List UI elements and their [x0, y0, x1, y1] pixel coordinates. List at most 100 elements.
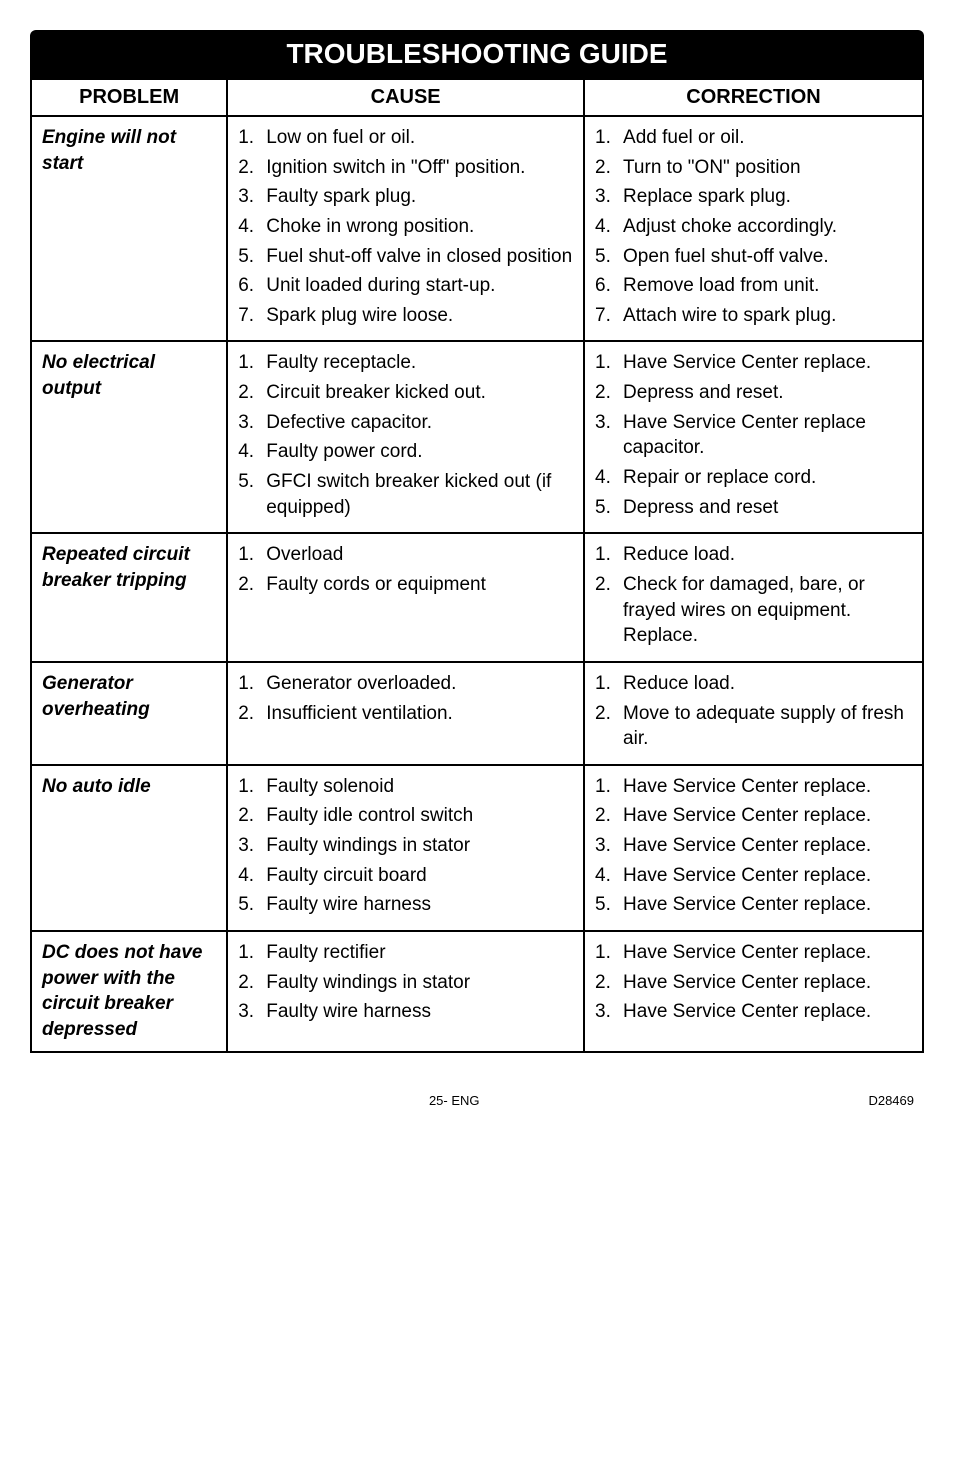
- item-number: 2.: [595, 803, 623, 829]
- item-number: 3.: [238, 410, 266, 436]
- header-correction: CORRECTION: [584, 79, 923, 116]
- table-row: No electrical output 1.Faulty receptacle.…: [31, 341, 923, 533]
- item-text: Have Service Center replace.: [623, 999, 912, 1025]
- list-item: 2.Faulty windings in stator: [238, 970, 573, 996]
- item-text: Have Service Center replace.: [623, 970, 912, 996]
- item-number: 4.: [238, 214, 266, 240]
- list-item: 1.Overload: [238, 542, 573, 568]
- page-title: TROUBLESHOOTING GUIDE: [30, 30, 924, 78]
- item-number: 1.: [238, 542, 266, 568]
- list-item: 2.Have Service Center replace.: [595, 803, 912, 829]
- item-number: 5.: [595, 244, 623, 270]
- item-text: Add fuel or oil.: [623, 125, 912, 151]
- list-item: 1.Faulty rectifier: [238, 940, 573, 966]
- item-number: 1.: [595, 125, 623, 151]
- item-number: 6.: [238, 273, 266, 299]
- item-number: 3.: [595, 999, 623, 1025]
- item-text: Unit loaded during start-up.: [266, 273, 573, 299]
- item-text: Fuel shut-off valve in closed position: [266, 244, 573, 270]
- item-text: Reduce load.: [623, 671, 912, 697]
- list-item: 1.Add fuel or oil.: [595, 125, 912, 151]
- item-number: 7.: [595, 303, 623, 329]
- item-text: Adjust choke accordingly.: [623, 214, 912, 240]
- item-number: 2.: [595, 380, 623, 406]
- item-number: 5.: [238, 892, 266, 918]
- item-number: 1.: [238, 125, 266, 151]
- list-item: 7.Spark plug wire loose.: [238, 303, 573, 329]
- item-number: 1.: [238, 774, 266, 800]
- list-item: 2.Depress and reset.: [595, 380, 912, 406]
- item-text: Depress and reset.: [623, 380, 912, 406]
- item-number: 1.: [595, 671, 623, 697]
- list-item: 1.Have Service Center replace.: [595, 350, 912, 376]
- problem-cell: DC does not have power with the circuit …: [31, 931, 227, 1052]
- list-item: 5.Depress and reset: [595, 495, 912, 521]
- list-item: 4.Have Service Center replace.: [595, 863, 912, 889]
- item-text: Faulty power cord.: [266, 439, 573, 465]
- item-text: Choke in wrong position.: [266, 214, 573, 240]
- item-number: 2.: [595, 155, 623, 181]
- item-number: 2.: [238, 155, 266, 181]
- item-text: Have Service Center replace.: [623, 892, 912, 918]
- item-text: Faulty circuit board: [266, 863, 573, 889]
- correction-cell: 1.Have Service Center replace.2.Depress …: [584, 341, 923, 533]
- item-text: Faulty receptacle.: [266, 350, 573, 376]
- item-number: 6.: [595, 273, 623, 299]
- item-text: Have Service Center replace.: [623, 350, 912, 376]
- item-text: Circuit breaker kicked out.: [266, 380, 573, 406]
- troubleshooting-table: PROBLEM CAUSE CORRECTION Engine will not…: [30, 78, 924, 1053]
- item-number: 1.: [595, 774, 623, 800]
- cause-cell: 1.Overload2.Faulty cords or equipment: [227, 533, 584, 662]
- correction-cell: 1.Reduce load.2.Move to adequate supply …: [584, 662, 923, 765]
- page-footer: 25- ENG D28469: [30, 1093, 924, 1108]
- cause-cell: 1.Faulty rectifier 2.Faulty windings in s…: [227, 931, 584, 1052]
- item-text: Have Service Center replace.: [623, 833, 912, 859]
- problem-cell: No electrical output: [31, 341, 227, 533]
- item-number: 2.: [238, 572, 266, 598]
- item-text: Remove load from unit.: [623, 273, 912, 299]
- item-text: Generator overloaded.: [266, 671, 573, 697]
- item-number: 2.: [595, 701, 623, 752]
- list-item: 5.GFCI switch breaker kicked out (if equ…: [238, 469, 573, 520]
- item-number: 4.: [238, 439, 266, 465]
- list-item: 5.Have Service Center replace.: [595, 892, 912, 918]
- item-text: Faulty idle control switch: [266, 803, 573, 829]
- list-item: 2.Circuit breaker kicked out.: [238, 380, 573, 406]
- item-number: 2.: [238, 701, 266, 727]
- cause-cell: 1.Low on fuel or oil.2.Ignition switch i…: [227, 116, 584, 341]
- item-number: 3.: [595, 833, 623, 859]
- item-text: Faulty windings in stator: [266, 833, 573, 859]
- item-text: Depress and reset: [623, 495, 912, 521]
- item-number: 5.: [595, 892, 623, 918]
- list-item: 6.Unit loaded during start-up.: [238, 273, 573, 299]
- item-number: 5.: [238, 469, 266, 520]
- list-item: 6.Remove load from unit.: [595, 273, 912, 299]
- table-row: No auto idle1.Faulty solenoid2.Faulty id…: [31, 765, 923, 931]
- item-number: 2.: [238, 380, 266, 406]
- list-item: 4.Repair or replace cord.: [595, 465, 912, 491]
- list-item: 4.Adjust choke accordingly.: [595, 214, 912, 240]
- item-text: Attach wire to spark plug.: [623, 303, 912, 329]
- table-header-row: PROBLEM CAUSE CORRECTION: [31, 79, 923, 116]
- list-item: 2.Have Service Center replace.: [595, 970, 912, 996]
- problem-cell: Generator overheating: [31, 662, 227, 765]
- item-number: 2.: [238, 803, 266, 829]
- item-number: 3.: [238, 999, 266, 1025]
- item-text: Have Service Center replace.: [623, 940, 912, 966]
- item-text: Have Service Center replace.: [623, 863, 912, 889]
- header-cause: CAUSE: [227, 79, 584, 116]
- item-number: 3.: [238, 833, 266, 859]
- cause-cell: 1.Faulty solenoid2.Faulty idle control s…: [227, 765, 584, 931]
- list-item: 4.Choke in wrong position.: [238, 214, 573, 240]
- item-text: GFCI switch breaker kicked out (if equip…: [266, 469, 573, 520]
- item-number: 1.: [238, 350, 266, 376]
- table-row: Generator overheating 1. Generator overloa…: [31, 662, 923, 765]
- item-text: Have Service Center replace.: [623, 774, 912, 800]
- list-item: 3.Faulty wire harness: [238, 999, 573, 1025]
- item-text: Overload: [266, 542, 573, 568]
- table-row: Repeated circuit breaker tripping1.Overl…: [31, 533, 923, 662]
- correction-cell: 1.Add fuel or oil.2.Turn to "ON" positio…: [584, 116, 923, 341]
- item-text: Faulty wire harness: [266, 999, 573, 1025]
- list-item: 1.Have Service Center replace.: [595, 940, 912, 966]
- item-text: Open fuel shut-off valve.: [623, 244, 912, 270]
